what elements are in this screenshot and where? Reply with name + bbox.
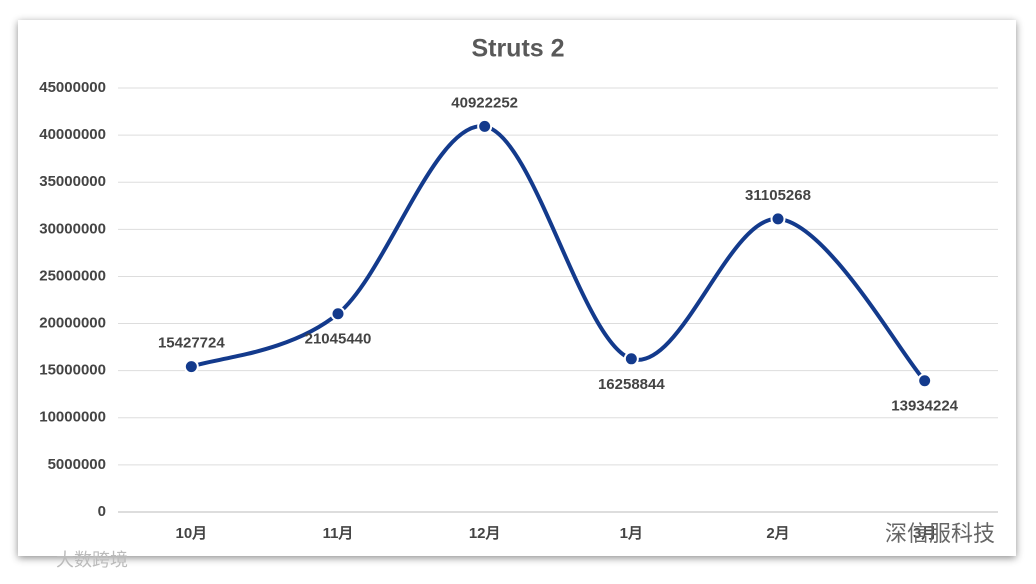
marker bbox=[623, 351, 639, 367]
data-label: 15427724 bbox=[158, 335, 225, 352]
y-tick-label: 40000000 bbox=[39, 126, 106, 143]
marker bbox=[330, 306, 346, 322]
marker bbox=[477, 118, 493, 134]
x-tick-label: 3月 bbox=[913, 525, 936, 542]
chart-panel bbox=[18, 20, 1016, 556]
y-tick-label: 10000000 bbox=[39, 409, 106, 426]
data-label: 40922252 bbox=[451, 94, 518, 111]
y-tick-label: 25000000 bbox=[39, 267, 106, 284]
watermark: 深信服科技 bbox=[885, 521, 995, 546]
y-tick-label: 45000000 bbox=[39, 79, 106, 96]
x-tick-label: 11月 bbox=[323, 525, 354, 542]
marker bbox=[183, 359, 199, 375]
marker bbox=[917, 373, 933, 389]
chart-title: Struts 2 bbox=[471, 35, 564, 63]
y-tick-label: 35000000 bbox=[39, 173, 106, 190]
y-tick-label: 30000000 bbox=[39, 220, 106, 237]
x-tick-label: 10月 bbox=[175, 525, 207, 542]
watermark: 大数跨境 bbox=[56, 550, 128, 570]
marker bbox=[770, 211, 786, 227]
data-label: 31105268 bbox=[745, 187, 811, 204]
data-label: 13934224 bbox=[891, 398, 958, 415]
x-tick-label: 12月 bbox=[469, 525, 501, 542]
x-tick-label: 2月 bbox=[766, 525, 789, 542]
data-label: 16258844 bbox=[598, 376, 665, 393]
data-label: 21045440 bbox=[305, 331, 372, 348]
x-tick-label: 1月 bbox=[620, 525, 643, 542]
y-tick-label: 5000000 bbox=[48, 456, 106, 473]
y-tick-label: 20000000 bbox=[39, 315, 106, 332]
y-tick-label: 15000000 bbox=[39, 362, 106, 379]
y-tick-label: 0 bbox=[98, 503, 106, 520]
